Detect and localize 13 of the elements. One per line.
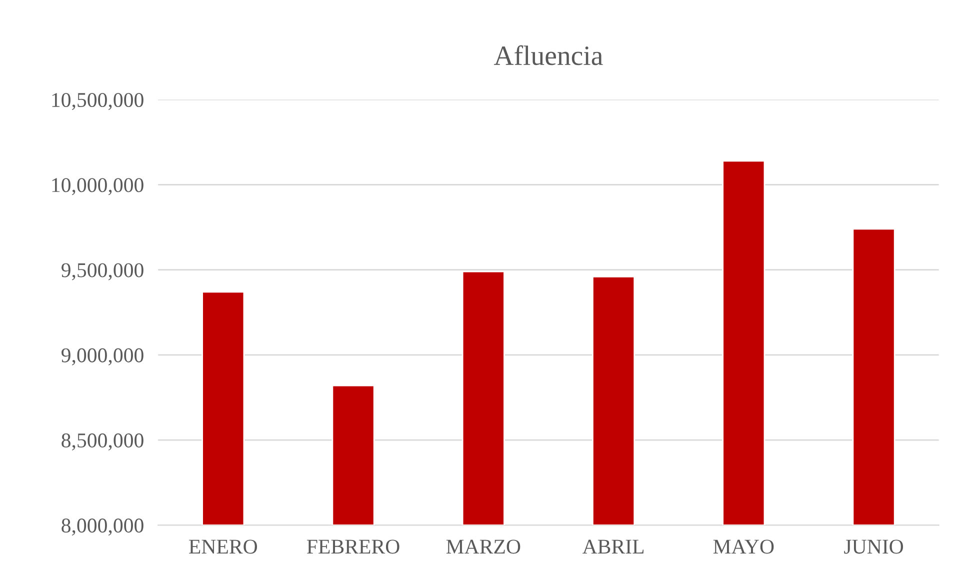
y-tick-label: 10,000,000	[52, 178, 144, 196]
y-tick-label: 8,000,000	[62, 518, 144, 536]
x-tick-label: FEBRERO	[306, 540, 400, 554]
y-tick-label: 9,000,000	[62, 348, 144, 366]
x-tick-label: MAYO	[713, 540, 774, 554]
chart-title: Afluencia	[494, 45, 603, 66]
x-tick-label: ABRIL	[582, 540, 644, 554]
y-tick-label: 10,500,000	[52, 92, 144, 110]
y-tick-label: 8,500,000	[62, 433, 144, 450]
y-tick-label: 9,500,000	[62, 263, 144, 280]
x-tick-label: JUNIO	[844, 540, 904, 554]
x-tick-label: ENERO	[189, 540, 257, 554]
x-tick-label: MARZO	[446, 540, 520, 554]
